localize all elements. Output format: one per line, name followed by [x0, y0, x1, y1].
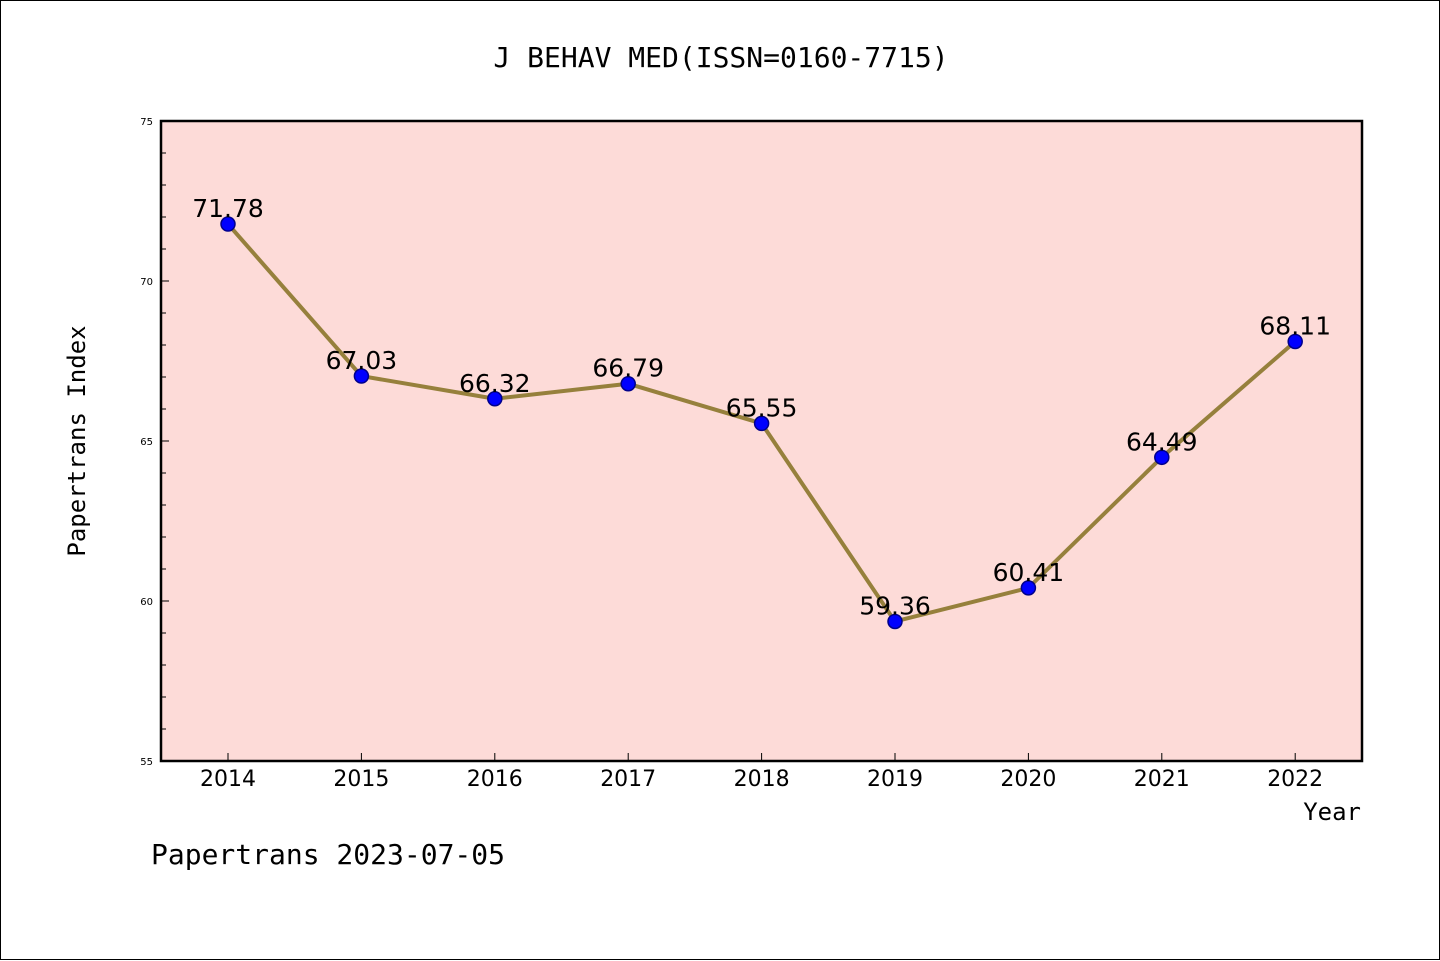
x-tick-label: 2022 — [1267, 767, 1323, 792]
data-point — [887, 613, 903, 630]
y-tick-label: 55 — [140, 757, 153, 768]
x-tick-label: 2021 — [1134, 767, 1190, 792]
x-tick-label: 2018 — [734, 767, 790, 792]
data-point — [753, 415, 770, 432]
data-point — [1287, 333, 1303, 350]
chart-title: J BEHAV MED(ISSN=0160-7715) — [493, 41, 948, 74]
x-axis: 2014 2015 2016 2017 2018 2019 2020 2021 2022 — [200, 753, 1323, 792]
data-label: 60.41 — [993, 558, 1065, 587]
data-label: 68.11 — [1259, 311, 1331, 340]
y-tick-label: 60 — [140, 597, 153, 608]
data-label: 66.79 — [592, 354, 664, 383]
data-point — [487, 391, 503, 407]
data-label: 59.36 — [859, 591, 931, 620]
footer-date-label: Papertrans 2023-07-05 — [151, 838, 505, 871]
data-point — [1154, 449, 1170, 466]
data-label: 71.78 — [192, 194, 264, 223]
data-label: 67.03 — [326, 346, 398, 375]
data-label: 64.49 — [1126, 427, 1198, 456]
y-tick-label: 75 — [140, 117, 153, 128]
x-tick-label: 2020 — [1000, 767, 1056, 792]
y-tick-label: 70 — [140, 277, 153, 288]
y-axis-label: Papertrans Index — [63, 325, 91, 556]
data-label: 66.32 — [459, 369, 531, 398]
x-axis-label: Year — [1303, 798, 1361, 826]
data-point — [220, 216, 236, 232]
x-tick-label: 2019 — [867, 767, 923, 792]
y-tick-label: 65 — [140, 437, 153, 448]
series-layer: 71.78 67.03 66.32 66.79 65.55 59.36 60.41 64.49… — [192, 194, 1331, 630]
plot-area — [161, 121, 1362, 761]
x-tick-label: 2016 — [467, 767, 523, 792]
x-tick-label: 2017 — [600, 767, 656, 792]
plot-border — [159, 119, 1364, 763]
x-tick-label: 2014 — [200, 767, 256, 792]
data-point — [353, 368, 370, 384]
x-tick-label: 2015 — [333, 767, 389, 792]
data-point — [1020, 580, 1037, 596]
data-label: 65.55 — [726, 393, 798, 422]
data-point — [620, 375, 636, 392]
